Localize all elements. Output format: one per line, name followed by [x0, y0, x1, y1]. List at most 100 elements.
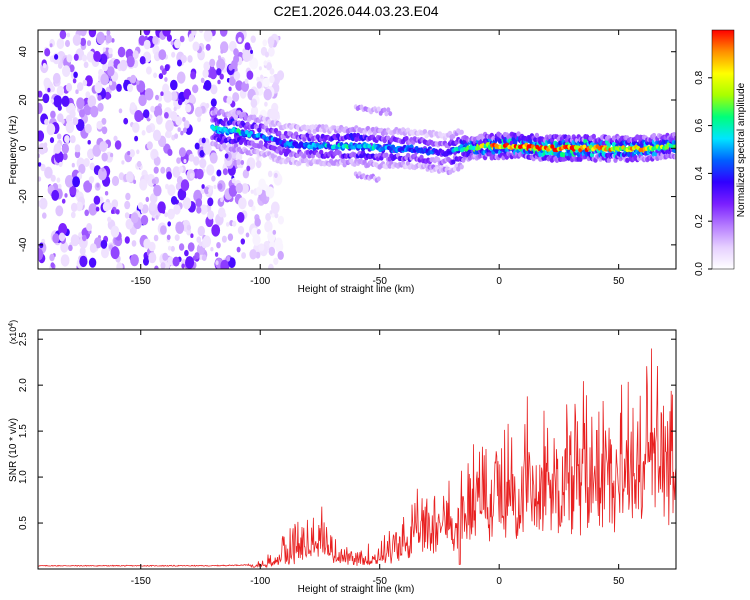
noise-cell [44, 48, 51, 57]
noise-cell [209, 58, 216, 68]
noise-cell [74, 144, 81, 153]
noise-cell [38, 200, 41, 207]
noise-cell [124, 79, 128, 84]
noise-cell [97, 167, 107, 181]
noise-cell [53, 143, 62, 154]
noise-cell [183, 159, 187, 164]
noise-cell [136, 80, 140, 85]
noise-cell [57, 183, 62, 189]
noise-cell [207, 197, 214, 207]
signal-cell [232, 147, 237, 153]
chart-title: C2E1.2026.044.03.23.E04 [273, 3, 438, 19]
signal-cell [459, 164, 464, 170]
noise-cell [175, 116, 183, 126]
noise-cell [64, 175, 74, 188]
y-tick-label: 0 [18, 145, 29, 151]
noise-cell [110, 225, 120, 238]
noise-cell [55, 205, 64, 217]
noise-cell [59, 30, 67, 40]
noise-cell [227, 233, 234, 241]
noise-cell [56, 177, 61, 183]
noise-cell [73, 53, 79, 61]
noise-cell [133, 179, 137, 184]
noise-cell [177, 188, 187, 201]
noise-cell [127, 150, 131, 156]
noise-cell [173, 204, 181, 215]
noise-cell [87, 140, 91, 145]
noise-cell [160, 166, 166, 174]
noise-cell [180, 130, 184, 136]
y-tick-label: 40 [18, 46, 29, 58]
noise-cell [143, 109, 150, 119]
noise-cell [98, 68, 104, 77]
y-tick-label: 20 [18, 94, 29, 106]
noise-cell [151, 149, 158, 159]
noise-cell [40, 163, 46, 172]
noise-cell [254, 217, 261, 227]
noise-cell [190, 71, 197, 80]
x-tick-label: -150 [131, 276, 151, 287]
noise-cell [56, 38, 65, 50]
noise-cell [178, 243, 185, 251]
noise-cell [219, 73, 224, 80]
signal-cell [277, 145, 282, 151]
noise-cell [187, 55, 193, 63]
noise-cell [248, 199, 254, 208]
colorbar-tick-label: 0.4 [694, 166, 705, 180]
noise-cell [82, 234, 87, 242]
noise-cell [159, 65, 164, 71]
noise-cell [78, 232, 82, 238]
side-feature-cell [388, 111, 393, 117]
noise-cell [264, 220, 273, 233]
noise-cell [49, 43, 53, 48]
noise-cell [268, 40, 274, 49]
noise-cell [61, 118, 65, 124]
signal-cell [312, 128, 317, 134]
noise-cell [110, 152, 114, 158]
noise-cell [272, 229, 277, 235]
noise-cell [132, 50, 139, 60]
noise-cell [99, 53, 108, 65]
noise-cell [183, 120, 190, 129]
noise-cell [204, 186, 210, 195]
noise-cell [158, 73, 164, 80]
noise-cell [177, 59, 182, 67]
noise-cell [220, 197, 224, 203]
noise-cell [93, 50, 101, 62]
noise-cell [167, 256, 174, 266]
noise-cell [69, 185, 77, 196]
noise-cell [86, 223, 93, 232]
noise-cell [162, 30, 171, 37]
noise-cell [236, 159, 241, 166]
noise-cell [97, 102, 104, 112]
noise-cell [185, 103, 192, 113]
noise-cell [186, 224, 192, 231]
noise-cell [136, 149, 140, 155]
noise-cell [146, 141, 153, 150]
noise-cell [216, 169, 222, 177]
noise-cell [250, 189, 254, 194]
spectrogram-cells [38, 30, 676, 269]
side-feature-cell [382, 107, 387, 113]
noise-cell [267, 47, 275, 57]
side-feature-cell [376, 176, 381, 182]
noise-cell [54, 150, 64, 164]
noise-cell [61, 65, 71, 77]
noise-cell [216, 68, 222, 76]
noise-cell [207, 210, 215, 220]
noise-cell [162, 252, 169, 261]
noise-cell [270, 201, 280, 214]
noise-cell [99, 141, 108, 152]
noise-cell [160, 225, 167, 235]
noise-cell [151, 178, 156, 185]
noise-cell [82, 79, 88, 87]
signal-cell [352, 132, 357, 138]
noise-cell [216, 242, 221, 249]
noise-cell [107, 60, 114, 69]
signal-cell [257, 127, 262, 133]
noise-cell [156, 115, 163, 125]
noise-cell [167, 208, 176, 220]
noise-cell [155, 215, 159, 220]
noise-cell [233, 55, 240, 64]
